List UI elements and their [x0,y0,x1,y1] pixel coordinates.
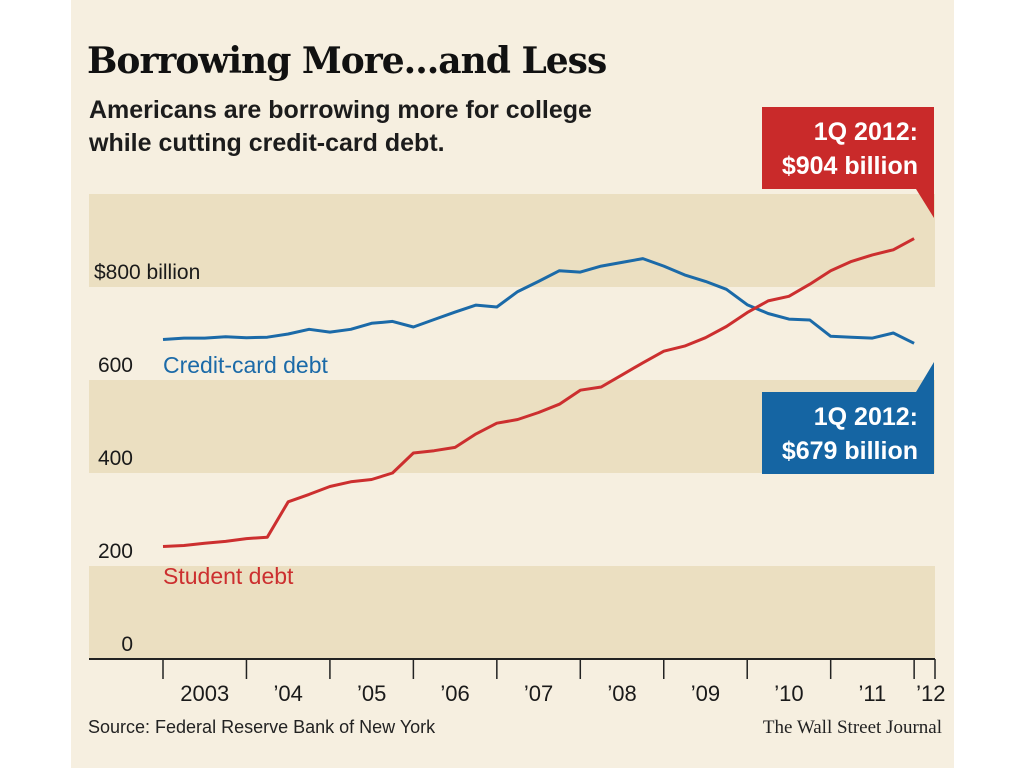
chart-subtitle-line-2: while cutting credit-card debt. [89,129,445,157]
student-callout-pointer [916,189,934,218]
credit-card-debt-label: Credit-card debt [163,352,329,378]
x-tick-label-2004: ’04 [274,681,303,706]
y-tick-label-800: $800 billion [94,261,200,284]
student-callout-period: 1Q 2012: [813,118,918,146]
y-axis-labels: 0 200 400 600 $800 billion [94,261,200,656]
y-tick-label-600: 600 [98,354,133,377]
credit-card-debt-callout: 1Q 2012: $679 billion [762,392,934,474]
credit-callout-pointer [916,362,934,392]
credit-callout-value: $679 billion [781,437,918,465]
y-tick-label-0: 0 [121,633,133,656]
x-tick-label-2006: ’06 [440,681,469,706]
chart-subtitle-line-1: Americans are borrowing more for college [89,96,592,124]
x-axis: 2003 ’04 ’05 ’06 ’07 ’08 ’09 ’10 ’11 ’12 [89,658,945,706]
source-note: Source: Federal Reserve Bank of New York [88,717,436,737]
y-tick-label-400: 400 [98,447,133,470]
x-tick-label-2009: ’09 [691,681,720,706]
student-debt-line [162,237,915,548]
student-callout-value: $904 billion [781,152,918,180]
x-tick-label-2012: ’12 [916,681,945,706]
chart-title: Borrowing More...and Less [87,40,607,82]
x-tick-label-2007: ’07 [524,681,553,706]
student-debt-callout: 1Q 2012: $904 billion [762,107,934,189]
band-0 [89,566,935,659]
x-tick-label-2003: 2003 [180,681,229,706]
student-debt-label: Student debt [163,563,294,589]
x-tick-label-2008: ’08 [607,681,636,706]
publisher-credit: The Wall Street Journal [762,717,942,738]
band-2 [89,194,935,287]
series-labels: Credit-card debt Student debt [163,352,329,589]
y-tick-label-200: 200 [98,540,133,563]
series-lines [162,237,915,548]
callout-pointers [916,189,934,392]
credit-callout-period: 1Q 2012: [813,403,918,431]
credit-card-debt-line [162,257,915,345]
x-tick-label-2010: ’10 [774,681,803,706]
x-tick-label-2011: ’11 [859,681,887,706]
x-tick-label-2005: ’05 [357,681,386,706]
